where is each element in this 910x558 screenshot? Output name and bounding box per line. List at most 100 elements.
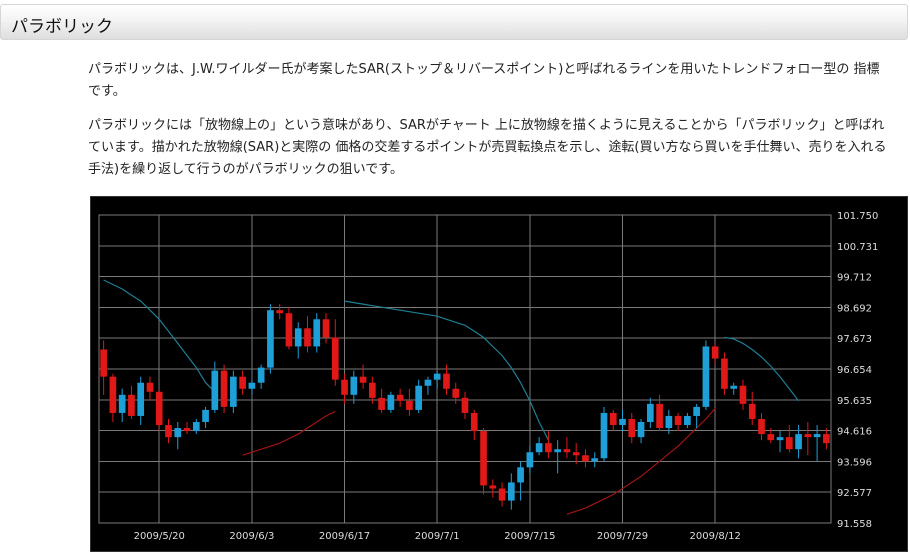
candle-body [378, 397, 385, 410]
axis-layer: 101.750 100.731 99.712 98.692 97.673 96.654 95… [134, 211, 879, 542]
candle [443, 364, 450, 395]
candle-body [646, 403, 654, 423]
candle [267, 304, 274, 374]
candle [591, 452, 599, 468]
candle [239, 370, 246, 395]
x-tick-label: 2009/6/3 [229, 531, 274, 542]
candle-body [591, 458, 599, 462]
candle-body [165, 425, 172, 438]
candle [535, 437, 543, 456]
candle [322, 313, 330, 344]
candle-body [823, 434, 830, 444]
candle-body [693, 406, 700, 416]
candle-body [369, 382, 376, 398]
y-tick-label: 101.750 [837, 211, 878, 222]
candle-body [563, 449, 571, 453]
candle-body [702, 346, 710, 407]
y-tick-label: 92.577 [837, 488, 872, 499]
candle-body [739, 385, 747, 404]
candle [582, 449, 589, 468]
candle-body [387, 394, 395, 410]
candle-body [480, 431, 487, 486]
y-tick-label: 97.673 [837, 334, 872, 345]
candle-body [804, 434, 812, 438]
candle [100, 340, 107, 395]
candle-body [517, 467, 524, 483]
candle-body [656, 403, 663, 429]
section-header: パラボリック [0, 4, 908, 40]
candle [155, 388, 163, 432]
candle [646, 397, 654, 429]
candle-body [230, 376, 237, 407]
candle-body [128, 394, 135, 416]
candle [637, 418, 645, 444]
candle-body [674, 415, 682, 426]
candle-body [507, 482, 515, 501]
candle-body [767, 434, 775, 441]
candle [359, 364, 367, 389]
candle [192, 418, 200, 435]
candle-body [304, 328, 311, 347]
candle [628, 412, 636, 444]
candle-body [109, 376, 117, 413]
candle-body [637, 422, 645, 438]
candle [517, 461, 524, 501]
candle [276, 304, 284, 320]
candle [128, 385, 135, 419]
candle [813, 425, 821, 462]
candle-body [350, 376, 358, 395]
candle-body [684, 415, 691, 426]
candle [146, 376, 154, 401]
candle-body [155, 391, 163, 426]
parabolic-chart: 101.750 100.731 99.712 98.692 97.673 96.654 95… [90, 196, 908, 552]
candle [350, 370, 358, 404]
y-tick-label: 96.654 [837, 365, 872, 376]
candle-body [461, 397, 469, 413]
x-tick-label: 2009/7/1 [415, 531, 460, 542]
candle-body [406, 400, 413, 410]
candle-body [628, 418, 636, 438]
candle-body [322, 319, 330, 338]
candle [739, 379, 747, 410]
candle [165, 418, 172, 444]
candle [174, 422, 182, 450]
candle [600, 406, 608, 462]
candle-body [100, 349, 107, 377]
candle [767, 428, 775, 444]
candle-body [424, 379, 432, 386]
intro-paragraph: パラボリックは、J.W.ワイルダー氏が考案したSAR(ストップ＆リバースポイント… [88, 62, 880, 99]
candle [183, 422, 191, 435]
candle-body [267, 310, 274, 368]
candle [470, 409, 478, 441]
candle [526, 446, 534, 474]
candle [230, 370, 237, 413]
candle [369, 376, 376, 404]
candle-body [795, 434, 802, 450]
candle-body [276, 310, 284, 314]
candle [563, 437, 571, 459]
candle [331, 319, 339, 386]
candle [795, 425, 802, 459]
candle [674, 412, 682, 432]
y-tick-label: 98.692 [837, 303, 872, 314]
candle [684, 412, 691, 429]
candle [619, 409, 626, 432]
candle [109, 373, 117, 423]
candle-body [711, 346, 719, 359]
candle [730, 382, 738, 395]
candle [721, 352, 728, 395]
candle-body [721, 358, 728, 389]
candle [137, 376, 145, 426]
candle-body [174, 428, 182, 438]
candle-body [582, 455, 589, 462]
sar-line-2 [344, 300, 549, 441]
y-tick-label: 94.616 [837, 427, 872, 438]
candle-body [137, 382, 145, 416]
candle [257, 364, 265, 389]
candle-body [758, 418, 765, 435]
candle [656, 394, 663, 432]
candle [211, 361, 219, 413]
x-tick-label: 2009/8/12 [690, 531, 741, 542]
y-tick-label: 100.731 [837, 242, 878, 253]
candle [480, 428, 487, 495]
